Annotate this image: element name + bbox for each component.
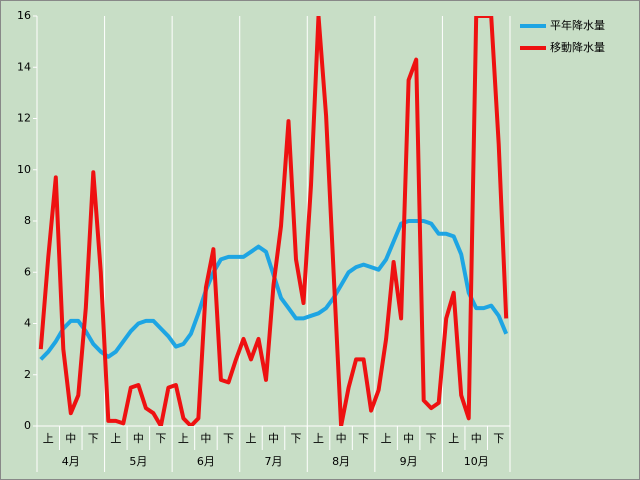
month-label: 6月 — [197, 455, 215, 468]
x-tick-label: 中 — [133, 432, 144, 445]
x-tick-label: 中 — [403, 432, 414, 445]
x-tick-label: 下 — [426, 432, 437, 445]
x-tick-label: 上 — [448, 432, 459, 445]
month-label: 4月 — [62, 455, 80, 468]
month-label: 7月 — [265, 455, 283, 468]
x-tick-label: 上 — [43, 432, 54, 445]
x-tick-label: 下 — [223, 432, 234, 445]
x-tick-label: 中 — [268, 432, 279, 445]
month-label: 9月 — [400, 455, 418, 468]
x-tick-label: 中 — [471, 432, 482, 445]
x-tick-label: 下 — [493, 432, 504, 445]
x-tick-label: 中 — [65, 432, 76, 445]
x-tick-label: 上 — [313, 432, 324, 445]
y-tick-label: 14 — [17, 60, 31, 73]
x-tick-label: 上 — [178, 432, 189, 445]
y-tick-label: 6 — [24, 265, 31, 278]
y-tick-label: 8 — [24, 214, 31, 227]
x-tick-label: 中 — [336, 432, 347, 445]
x-tick-label: 下 — [88, 432, 99, 445]
line-series — [38, 16, 509, 426]
x-tick-label: 上 — [381, 432, 392, 445]
month-label: 10月 — [464, 455, 489, 468]
y-tick-label: 12 — [17, 112, 31, 125]
x-tick-label: 下 — [155, 432, 166, 445]
y-tick-label: 16 — [17, 9, 31, 22]
month-label: 5月 — [129, 455, 147, 468]
x-tick-label: 中 — [200, 432, 211, 445]
y-tick-label: 0 — [24, 419, 31, 432]
y-tick-label: 4 — [24, 317, 31, 330]
legend-label: 移動降水量 — [550, 40, 605, 54]
x-tick-label: 下 — [358, 432, 369, 445]
legend-label: 平年降水量 — [550, 18, 605, 32]
plot-area — [38, 16, 509, 426]
month-label: 8月 — [332, 455, 350, 468]
x-tick-label: 下 — [291, 432, 302, 445]
x-tick-label: 上 — [245, 432, 256, 445]
y-tick-label: 2 — [24, 368, 31, 381]
y-tick-label: 10 — [17, 163, 31, 176]
x-tick-label: 上 — [110, 432, 121, 445]
